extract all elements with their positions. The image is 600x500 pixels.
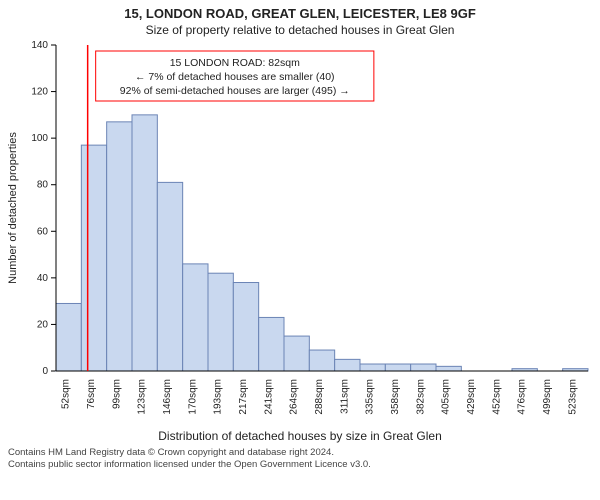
x-tick-label: 382sqm	[415, 379, 426, 415]
footer-line-1: Contains HM Land Registry data © Crown c…	[8, 447, 592, 459]
histogram-bar	[360, 364, 385, 371]
svg-text:100: 100	[31, 133, 48, 144]
svg-text:40: 40	[37, 273, 49, 284]
histogram-bar	[411, 364, 436, 371]
x-tick-label: 429sqm	[466, 379, 477, 415]
chart-address-title: 15, LONDON ROAD, GREAT GLEN, LEICESTER, …	[0, 6, 600, 21]
x-tick-label: 311sqm	[339, 379, 350, 414]
chart-container: 15, LONDON ROAD, GREAT GLEN, LEICESTER, …	[0, 0, 600, 500]
x-tick-label: 358sqm	[390, 379, 401, 415]
histogram-bar	[107, 122, 132, 371]
annotation-line: 15 LONDON ROAD: 82sqm	[170, 57, 300, 69]
x-tick-label: 76sqm	[86, 379, 97, 409]
x-tick-label: 193sqm	[213, 379, 224, 415]
svg-text:0: 0	[42, 366, 48, 377]
x-tick-label: 217sqm	[238, 379, 249, 415]
x-tick-label: 241sqm	[263, 379, 274, 415]
x-tick-label: 476sqm	[517, 379, 528, 415]
svg-text:140: 140	[31, 40, 48, 51]
histogram-bar	[284, 336, 309, 371]
svg-text:80: 80	[37, 180, 49, 191]
x-tick-label: 264sqm	[289, 379, 300, 415]
histogram-bar	[233, 283, 258, 371]
x-tick-label: 288sqm	[314, 379, 325, 415]
x-tick-label: 170sqm	[187, 379, 198, 415]
histogram-bar	[385, 364, 410, 371]
x-axis-label: Distribution of detached houses by size …	[0, 429, 600, 443]
x-tick-label: 499sqm	[542, 379, 553, 415]
histogram-bar	[56, 303, 81, 371]
x-tick-label: 452sqm	[491, 379, 502, 415]
annotation-line: 92% of semi-detached houses are larger (…	[120, 85, 350, 97]
title-block: 15, LONDON ROAD, GREAT GLEN, LEICESTER, …	[0, 0, 600, 37]
histogram-bar	[208, 273, 233, 371]
x-tick-label: 405sqm	[441, 379, 452, 415]
histogram-chart: 0 20 40 60 80 100 120 140 52sqm 76sqm 99sqm 123sqm 1…	[0, 37, 600, 427]
footer-attribution: Contains HM Land Registry data © Crown c…	[0, 443, 600, 472]
annotation-line: ← 7% of detached houses are smaller (40)	[135, 71, 335, 83]
footer-line-2: Contains public sector information licen…	[8, 459, 592, 471]
histogram-bar	[183, 264, 208, 371]
histogram-bar	[436, 366, 461, 371]
x-tick-label: 99sqm	[111, 379, 122, 409]
y-axis-label: Number of detached properties	[7, 132, 19, 284]
histogram-bar	[335, 359, 360, 371]
histogram-bar	[81, 145, 106, 371]
histogram-bar	[259, 317, 284, 371]
histogram-bar	[309, 350, 334, 371]
histogram-bar	[132, 115, 157, 371]
x-tick-label: 52sqm	[61, 379, 72, 409]
chart-subtitle: Size of property relative to detached ho…	[0, 23, 600, 37]
x-tick-label: 123sqm	[137, 379, 148, 415]
x-tick-label: 146sqm	[162, 379, 173, 415]
svg-text:20: 20	[37, 319, 49, 330]
x-tick-label: 335sqm	[365, 379, 376, 415]
histogram-bar	[157, 182, 182, 371]
svg-text:60: 60	[37, 226, 49, 237]
svg-text:120: 120	[31, 87, 48, 98]
x-tick-label: 523sqm	[567, 379, 578, 415]
